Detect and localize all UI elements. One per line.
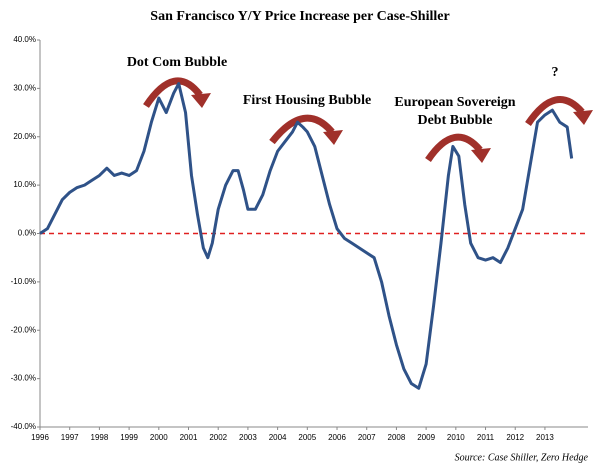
x-tick-label: 1998 [91,433,109,442]
y-tick-label: -10.0% [11,277,36,286]
y-tick-label: -20.0% [11,325,36,334]
x-tick-label: 2003 [239,433,257,442]
annotation: First Housing Bubble [243,93,371,108]
arrowhead [573,110,593,125]
annotation: ? [552,65,559,80]
y-tick-label: 40.0% [13,35,36,44]
annotation: Debt Bubble [417,113,492,128]
y-tick-label: 0.0% [18,229,36,238]
source: Source: Case Shiller, Zero Hedge [455,452,589,463]
x-tick-label: 2008 [388,433,406,442]
x-tick-label: 2007 [358,433,376,442]
x-tick-label: 2011 [477,433,495,442]
arrowhead [323,130,343,145]
arrowhead [191,93,211,108]
x-tick-label: 2006 [328,433,346,442]
x-tick-label: 2013 [536,433,554,442]
x-tick-label: 2002 [209,433,227,442]
x-tick-label: 2004 [269,433,287,442]
arrowhead [471,148,491,163]
annotation: Dot Com Bubble [127,55,227,70]
line [39,82,574,390]
x-tick-label: 2000 [150,433,168,442]
arrows [143,77,593,163]
arrow [269,114,335,145]
annotation: European Sovereign [394,95,515,110]
x-tick-label: 2005 [298,433,316,442]
x-tick-label: 2009 [417,433,435,442]
y-tick-label: -30.0% [11,374,36,383]
x-tick-label: 2001 [180,433,198,442]
y-tick-label: 20.0% [13,132,36,141]
arrow [425,133,483,163]
chart-title: San Francisco Y/Y Price Increase per Cas… [150,9,449,24]
x-tick-label: 1999 [120,433,138,442]
y-tick-label: -40.0% [11,422,36,431]
x-tick-label: 1996 [31,433,49,442]
y-tick-label: 30.0% [13,83,36,92]
x-tick-label: 2010 [447,433,465,442]
arrow [143,77,203,108]
arrow [525,96,585,126]
y-tick-label: 10.0% [13,180,36,189]
x-tick-label: 1997 [61,433,79,442]
x-tick-label: 2012 [506,433,524,442]
